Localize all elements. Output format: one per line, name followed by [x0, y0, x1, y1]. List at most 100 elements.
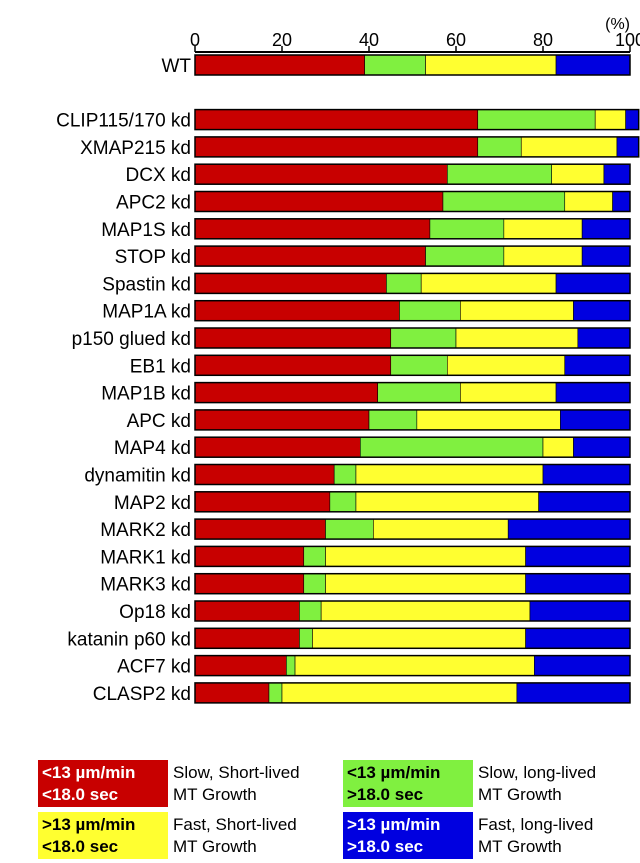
bar-outline: [194, 299, 631, 322]
bar-segment-fast-short: [416, 409, 561, 431]
bar-segment-slow-short: [194, 436, 361, 458]
bar-segment-fast-long: [577, 327, 631, 349]
bar-outline: [194, 381, 631, 404]
bar-segment-fast-short: [551, 163, 605, 185]
bar-outline: [194, 572, 631, 595]
legend-item-slow-short: <13 µm/min <18.0 sec Slow, Short-lived M…: [38, 760, 338, 807]
x-axis: 0 20 40 60 80 100(%): [190, 16, 640, 53]
bar-segment-fast-short: [325, 546, 526, 567]
bar-segment-fast-long: [603, 163, 631, 185]
bar-segment-fast-short: [281, 682, 518, 704]
bar-segment-fast-short: [325, 573, 526, 595]
bar-segment-slow-short: [194, 218, 431, 240]
bar-segment-slow-long: [429, 218, 505, 240]
bar-segment-fast-long: [625, 109, 640, 130]
category-label: STOP kd: [115, 247, 191, 268]
bar-segment-slow-long: [399, 300, 461, 322]
category-label: MARK3 kd: [100, 575, 191, 596]
legend-desc-sub: MT Growth: [478, 785, 562, 804]
bar-segment-slow-short: [194, 409, 370, 431]
category-label: Spastin kd: [102, 274, 191, 295]
bar-segment-slow-short: [194, 109, 479, 130]
bar-outline: [194, 190, 631, 213]
legend-swatch: [343, 760, 473, 807]
bar-segment-fast-short: [564, 191, 613, 212]
bar-segment-slow-long: [329, 491, 357, 513]
bar-segment-fast-long: [560, 409, 631, 431]
bar-outline: [194, 627, 631, 650]
bar-segment-fast-short: [594, 109, 626, 130]
legend-item-fast-short: >13 µm/min <18.0 sec Fast, Short-lived M…: [38, 812, 338, 859]
category-label: MAP4 kd: [114, 438, 191, 459]
bars: [194, 54, 640, 704]
bar-segment-slow-long: [299, 600, 322, 622]
x-tick-label: 0: [190, 30, 200, 50]
legend-time: >18.0 sec: [347, 785, 424, 804]
bar-segment-fast-long: [564, 354, 631, 376]
category-label: DCX kd: [126, 165, 191, 186]
bar-segment-slow-short: [194, 600, 300, 622]
bar-segment-slow-long: [368, 409, 418, 431]
bar-outline: [194, 436, 631, 458]
bar-segment-slow-long: [446, 163, 552, 185]
legend-rate: >13 µm/min: [42, 815, 136, 834]
bar-segment-slow-short: [194, 464, 335, 485]
legend-swatch: [38, 760, 168, 807]
bar-segment-slow-long: [390, 327, 457, 349]
bar-segment-fast-long: [555, 54, 631, 76]
bar-outline: [194, 54, 631, 76]
bar-segment-slow-long: [325, 518, 374, 540]
bar-outline: [194, 682, 631, 704]
bar-segment-fast-long: [581, 245, 631, 267]
bar-outline: [194, 463, 631, 486]
bar-segment-fast-short: [373, 518, 509, 540]
legend-desc: Slow, long-lived: [478, 763, 597, 782]
bar-segment-slow-long: [299, 627, 313, 649]
bar-segment-slow-short: [194, 136, 479, 158]
bar-outline: [194, 354, 631, 377]
bar-outline: [194, 600, 631, 622]
bar-segment-slow-long: [333, 464, 357, 485]
legend: <13 µm/min <18.0 sec Slow, Short-lived M…: [38, 760, 638, 860]
unit-label: (%): [605, 16, 630, 33]
bar-segment-slow-short: [194, 518, 326, 540]
x-tick-label: 80: [533, 30, 553, 50]
bar-segment-slow-short: [194, 491, 331, 513]
bar-segment-fast-long: [555, 382, 631, 403]
category-label: MAP2 kd: [114, 493, 191, 514]
bar-segment-fast-long: [529, 600, 631, 622]
bar-segment-fast-short: [355, 491, 539, 513]
bar-segment-fast-short: [446, 354, 566, 376]
legend-desc: Fast, long-lived: [478, 815, 594, 834]
bar-segment-fast-short: [503, 245, 583, 267]
category-label: CLIP115/170 kd: [56, 111, 191, 132]
bar-segment-fast-long: [555, 273, 631, 294]
category-label: WT: [161, 56, 191, 77]
bar-segment-fast-long: [573, 300, 631, 322]
bar-segment-slow-short: [194, 682, 270, 704]
category-label: MAP1A kd: [102, 302, 191, 323]
bar-segment-fast-short: [312, 627, 526, 649]
bar-segment-slow-long: [359, 436, 544, 458]
bar-segment-slow-long: [425, 245, 505, 267]
bar-segment-slow-long: [386, 273, 422, 294]
bar-segment-slow-short: [194, 546, 305, 567]
legend-desc-sub: MT Growth: [173, 785, 257, 804]
bar-segment-fast-short: [503, 218, 583, 240]
bar-outline: [194, 654, 631, 677]
bar-segment-fast-short: [294, 655, 535, 676]
bar-outline: [194, 245, 631, 267]
bar-segment-fast-long: [507, 518, 631, 540]
bar-segment-fast-long: [538, 491, 631, 513]
bar-segment-slow-short: [194, 245, 426, 267]
bar-segment-fast-short: [355, 464, 544, 485]
stacked-bar-chart: 0 20 40 60 80 100(%) WT CLIP115/170 kd XMAP215 …: [56, 16, 640, 705]
legend-rate: <13 µm/min: [42, 763, 136, 782]
bar-segment-slow-short: [194, 655, 287, 676]
category-label: MAP1B kd: [101, 384, 191, 405]
category-label: Op18 kd: [119, 602, 191, 623]
bar-outline: [194, 409, 631, 431]
category-label: ACF7 kd: [117, 657, 191, 678]
bar-segment-slow-short: [194, 191, 444, 212]
bar-outline: [194, 136, 640, 158]
